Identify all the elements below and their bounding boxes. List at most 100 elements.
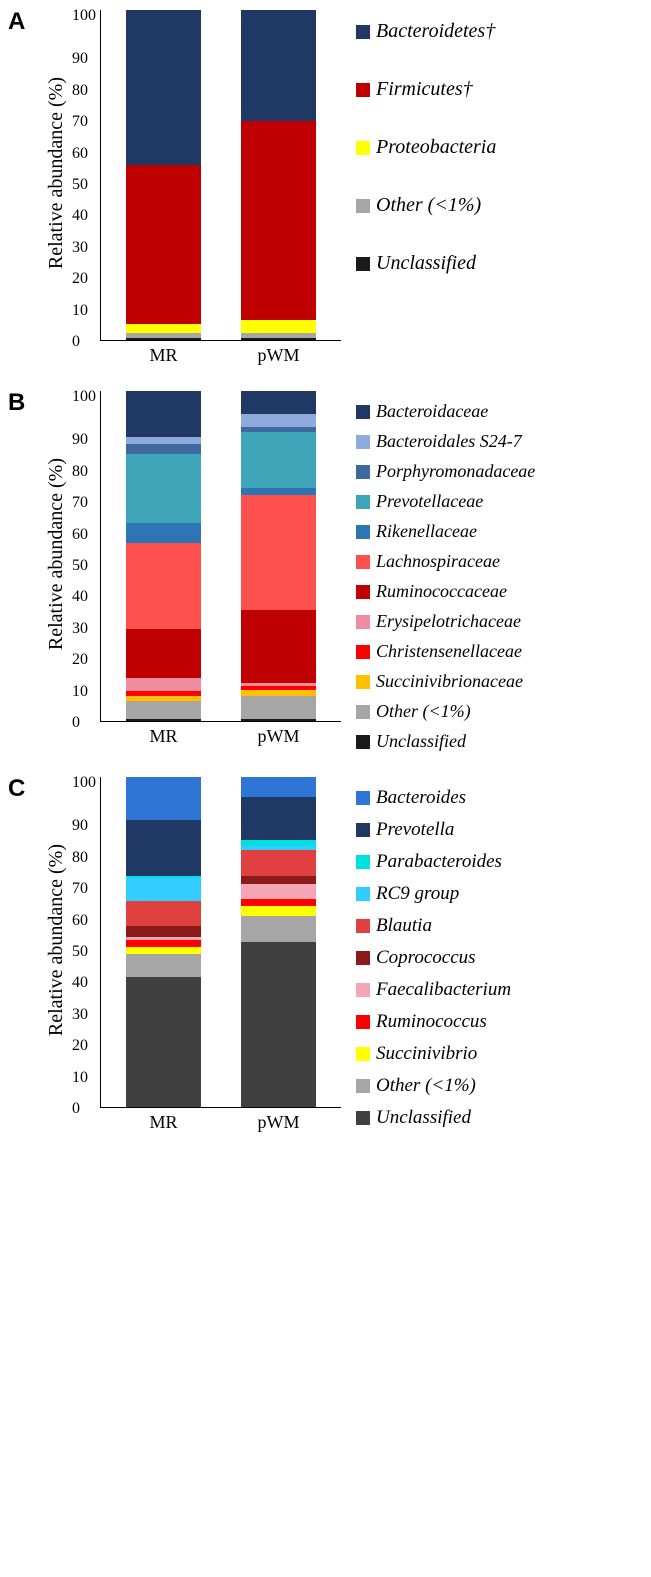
legend-label: Faecalibacterium xyxy=(376,979,511,1001)
segment xyxy=(241,840,316,847)
legend: BacteroidaceaeBacteroidales S24-7Porphyr… xyxy=(356,391,535,752)
legend-swatch xyxy=(356,1111,370,1125)
segment xyxy=(241,690,316,697)
segment xyxy=(241,777,316,797)
legend-item: Bacteroides xyxy=(356,787,511,809)
y-axis-ticks: 1009080706050403020100 xyxy=(72,12,100,342)
legend-item: Prevotella xyxy=(356,819,511,841)
legend-swatch xyxy=(356,823,370,837)
segment xyxy=(241,488,316,495)
legend-label: Bacteroides xyxy=(376,787,466,809)
legend-swatch xyxy=(356,257,370,271)
segment xyxy=(126,444,201,454)
segment xyxy=(126,324,201,334)
legend-label: Erysipelotrichaceae xyxy=(376,611,521,632)
legend-label: Lachnospiraceae xyxy=(376,551,500,572)
x-axis-labels: MRpWM xyxy=(101,722,341,747)
bar-pWM xyxy=(241,777,316,1107)
legend-label: Rikenellaceae xyxy=(376,521,477,542)
legend-label: Other (<1%) xyxy=(376,194,481,217)
legend-swatch xyxy=(356,1015,370,1029)
segment xyxy=(241,121,316,321)
legend-label: Unclassified xyxy=(376,1107,471,1129)
segment xyxy=(126,926,201,938)
legend-label: Blautia xyxy=(376,915,432,937)
segment xyxy=(126,977,201,1107)
segment xyxy=(241,320,316,333)
segment xyxy=(126,10,201,165)
legend-item: Other (<1%) xyxy=(356,1075,511,1097)
bar-MR xyxy=(126,777,201,1107)
legend-item: Other (<1%) xyxy=(356,701,535,722)
legend-item: Ruminococcus xyxy=(356,1011,511,1033)
legend-item: Succinivibrionaceae xyxy=(356,671,535,692)
segment xyxy=(126,523,201,543)
segment xyxy=(126,901,201,926)
legend-swatch xyxy=(356,495,370,509)
segment xyxy=(241,884,316,899)
legend-label: Porphyromonadaceae xyxy=(376,461,535,482)
legend-label: Other (<1%) xyxy=(376,701,471,722)
legend-swatch xyxy=(356,645,370,659)
legend-item: Parabacteroides xyxy=(356,851,511,873)
legend-label: Prevotellaceae xyxy=(376,491,483,512)
legend-item: Christensenellaceae xyxy=(356,641,535,662)
segment xyxy=(241,719,316,721)
segment xyxy=(126,820,201,876)
segment xyxy=(126,701,201,719)
legend-swatch xyxy=(356,199,370,213)
plot-area xyxy=(100,10,341,341)
legend-item: Unclassified xyxy=(356,1107,511,1129)
segment xyxy=(126,629,201,679)
bar-MR xyxy=(126,10,201,340)
legend-swatch xyxy=(356,405,370,419)
legend-swatch xyxy=(356,1047,370,1061)
legend-item: Other (<1%) xyxy=(356,194,496,217)
x-axis-labels: MRpWM xyxy=(101,1108,341,1133)
segment xyxy=(126,777,201,820)
plot-area xyxy=(100,391,341,722)
segment xyxy=(241,10,316,121)
segment xyxy=(241,338,316,340)
legend-label: Proteobacteria xyxy=(376,136,496,159)
legend-item: Proteobacteria xyxy=(356,136,496,159)
legend-swatch xyxy=(356,435,370,449)
legend-swatch xyxy=(356,983,370,997)
legend-item: Erysipelotrichaceae xyxy=(356,611,535,632)
legend-item: Bacteroidales S24-7 xyxy=(356,431,535,452)
segment xyxy=(126,954,201,977)
segment xyxy=(241,876,316,884)
y-axis-ticks: 1009080706050403020100 xyxy=(72,779,100,1109)
panel-label: B xyxy=(8,389,25,417)
legend-label: Unclassified xyxy=(376,731,466,752)
legend-swatch xyxy=(356,525,370,539)
segment xyxy=(241,916,316,942)
chart-area: Relative abundance (%)100908070605040302… xyxy=(45,777,341,1133)
x-axis-labels: MRpWM xyxy=(101,341,341,366)
panel-B: BRelative abundance (%)10090807060504030… xyxy=(0,381,651,767)
segment xyxy=(241,432,316,488)
legend-item: Unclassified xyxy=(356,731,535,752)
legend-item: Porphyromonadaceae xyxy=(356,461,535,482)
legend-item: Firmicutes† xyxy=(356,78,496,101)
segment xyxy=(126,878,201,901)
legend-label: Coprococcus xyxy=(376,947,476,969)
segment xyxy=(241,850,316,876)
segment xyxy=(126,454,201,523)
legend-label: RC9 group xyxy=(376,883,459,905)
segment xyxy=(241,391,316,414)
legend-swatch xyxy=(356,919,370,933)
legend-swatch xyxy=(356,1079,370,1093)
bar-MR xyxy=(126,391,201,721)
segment xyxy=(241,495,316,611)
legend-swatch xyxy=(356,141,370,155)
legend-item: Succinivibrio xyxy=(356,1043,511,1065)
legend-swatch xyxy=(356,83,370,97)
legend-label: Bacteroidetes† xyxy=(376,20,495,43)
legend-label: Succinivibrionaceae xyxy=(376,671,523,692)
legend-label: Succinivibrio xyxy=(376,1043,477,1065)
legend-label: Christensenellaceae xyxy=(376,641,522,662)
legend-swatch xyxy=(356,555,370,569)
legend-item: Lachnospiraceae xyxy=(356,551,535,572)
legend-swatch xyxy=(356,791,370,805)
